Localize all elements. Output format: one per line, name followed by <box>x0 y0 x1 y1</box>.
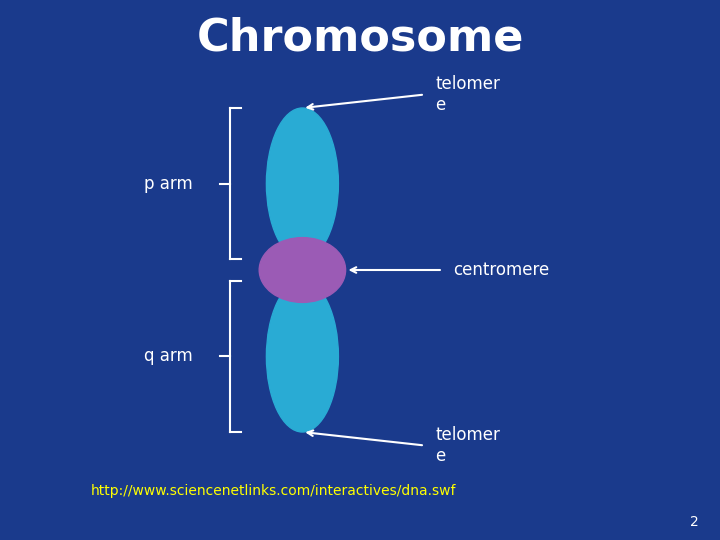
Text: centromere: centromere <box>454 261 550 279</box>
Ellipse shape <box>266 108 338 259</box>
Text: http://www.sciencenetlinks.com/interactives/dna.swf: http://www.sciencenetlinks.com/interacti… <box>91 484 456 498</box>
Text: 2: 2 <box>690 515 698 529</box>
Ellipse shape <box>266 281 338 432</box>
Text: telomer
e: telomer e <box>436 426 500 465</box>
Circle shape <box>259 238 346 302</box>
Text: Chromosome: Chromosome <box>197 16 523 59</box>
Text: q arm: q arm <box>144 347 193 366</box>
Text: telomer
e: telomer e <box>436 75 500 114</box>
Text: p arm: p arm <box>144 174 193 193</box>
